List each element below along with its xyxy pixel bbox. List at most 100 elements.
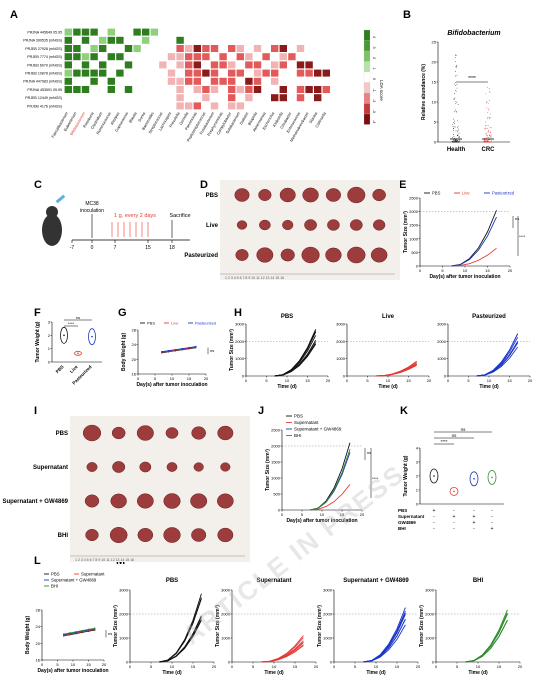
heatmap-cell	[271, 45, 279, 52]
panel-m-1-ytick-label: 3000	[221, 588, 231, 593]
panel-b-point	[487, 141, 489, 142]
panel-d-tumor	[256, 247, 274, 263]
heatmap-cell	[236, 102, 244, 110]
panel-j-ytick-label: 0	[278, 508, 281, 513]
panel-h-1-ytick-label: 0	[343, 374, 346, 379]
panel-g-ns: ns	[210, 348, 214, 353]
panel-m-3-ytick-label: 2000	[425, 612, 435, 617]
panel-b-point	[485, 141, 487, 143]
heatmap-cell	[116, 69, 124, 77]
panel-letter-A: A	[10, 9, 18, 21]
panel-b-point	[490, 141, 492, 143]
panel-e-ytick-label: 1500	[409, 223, 419, 228]
panel-m-mouse-curve	[159, 619, 202, 663]
heatmap-cell	[107, 86, 115, 93]
heatmap-cell	[271, 94, 279, 102]
panel-d-tumor	[258, 189, 272, 201]
lda-scale-label: LDA score	[379, 80, 384, 101]
heatmap-cell	[245, 61, 253, 69]
panel-m-0-ytick-label: 0	[126, 660, 129, 665]
panel-m-1-ytick-label: 2000	[221, 612, 231, 617]
panel-l-ytick-label: 28	[36, 608, 41, 613]
panel-b-point	[487, 102, 489, 104]
panel-b-point	[455, 140, 457, 142]
panel-k-ytick-label: 3	[416, 460, 419, 465]
panel-i-tumor	[109, 527, 128, 543]
panel-e-legend-label: Pasteurized	[492, 191, 515, 196]
panel-g-xtick-label: 10	[170, 376, 175, 381]
heatmap-cell	[279, 61, 287, 69]
lda-scale-cell	[363, 61, 371, 73]
panel-j-sig: ****	[372, 476, 379, 481]
panel-h-1-xlabel: Time (d)	[378, 384, 398, 390]
panel-m-mouse-curve	[363, 624, 406, 663]
lda-scale-tick: -2	[372, 99, 376, 102]
panel-i-tumor	[163, 527, 181, 543]
panel-d-tumor	[349, 219, 363, 231]
panel-b-point	[454, 90, 456, 91]
panel-m-2-xlabel: Time (d)	[366, 670, 386, 676]
heatmap-cell	[73, 45, 81, 52]
panel-b-point	[491, 141, 493, 143]
panel-b-point	[487, 125, 489, 127]
panel-b-point	[490, 117, 492, 118]
panel-k-median	[433, 475, 435, 477]
panel-h-1-xtick-label: 0	[346, 378, 349, 383]
heatmap-cell	[296, 69, 305, 77]
panel-m-mouse-curve	[363, 612, 406, 663]
panel-i-tumor	[193, 462, 204, 472]
panel-d-ruler-label: 1 2 3 4 5 6 7 8 9 10 11 12 13 14 15 16	[225, 276, 284, 280]
panel-g-legend-label: PBS	[147, 321, 155, 326]
panel-b-point	[453, 99, 455, 101]
panel-b-point	[455, 81, 456, 83]
panel-g-point	[195, 345, 197, 348]
heatmap-cell	[253, 77, 262, 85]
panel-b-point	[456, 65, 458, 67]
heatmap-cell	[176, 77, 184, 85]
panel-d-tumor	[236, 220, 248, 230]
panel-m-3-xtick-label: 0	[435, 664, 438, 669]
panel-h-mouse-curve	[274, 330, 317, 377]
panel-m-3-ylabel: Tumor Size (mm³)	[419, 605, 425, 647]
panel-b-point	[459, 136, 460, 138]
panel-b-point	[486, 102, 488, 104]
panel-e-series-live	[451, 247, 497, 267]
panel-b-point	[486, 117, 488, 118]
panel-m-3-xtick-label: 15	[497, 664, 502, 669]
panel-j-series	[309, 449, 351, 511]
heatmap-cell	[150, 28, 158, 36]
lda-scale-tick: 1	[372, 68, 376, 70]
panel-b-point	[488, 131, 489, 133]
panel-k-sign: -	[433, 514, 435, 520]
panel-k-sign: -	[433, 520, 435, 526]
panel-k-bracket-label: ns	[452, 433, 458, 438]
panel-j-xtick-label: 20	[360, 512, 365, 517]
heatmap-cell	[279, 53, 287, 61]
panel-k-row-label: PBS	[398, 508, 407, 513]
panel-b-point	[455, 84, 456, 86]
panel-b-point	[455, 109, 457, 111]
panel-m-mouse-curve	[465, 619, 508, 663]
panel-i-row-label: Supernatant + GW4869	[2, 499, 68, 505]
panel-g-xtick-label: 5	[154, 376, 157, 381]
panel-m-1-ytick-label: 1000	[221, 636, 231, 641]
panel-i-tumor	[136, 493, 154, 509]
panel-h-2-ytick-label: 3000	[437, 322, 447, 327]
heatmap-cell	[314, 86, 322, 93]
mouse-icon	[42, 214, 62, 246]
panel-f-violin	[74, 350, 82, 356]
panel-h-0-ylabel: Tumor Size (mm³)	[229, 329, 235, 371]
panel-h-1-xtick-label: 20	[427, 378, 432, 383]
panel-b-point	[486, 107, 488, 109]
timeline-tick-label: 0	[91, 245, 94, 251]
heatmap-cell	[176, 94, 184, 102]
panel-b-point	[454, 97, 456, 99]
panel-b-point	[490, 135, 492, 137]
panel-b-point	[487, 112, 489, 113]
panel-m-1-xtick-label: 0	[231, 664, 234, 669]
panel-b-ytick-label: 10	[432, 100, 437, 105]
panel-i-tumor	[191, 528, 207, 542]
panel-m-mouse-curve	[465, 612, 508, 663]
panel-b-point	[457, 134, 459, 136]
